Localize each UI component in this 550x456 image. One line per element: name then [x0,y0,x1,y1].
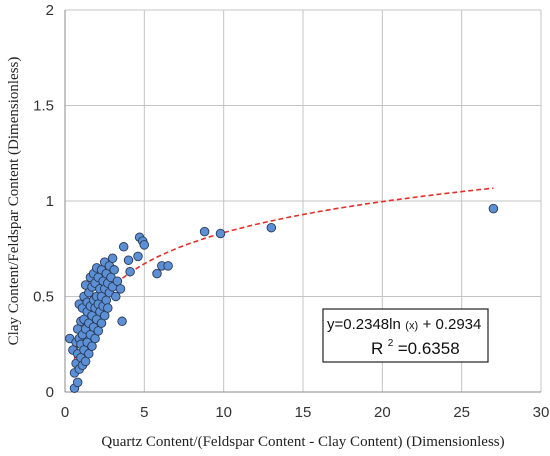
data-point [266,222,277,233]
r2-superscript: 2 [388,338,394,349]
trendline-equation-box: y=0.2348ln (x) + 0.2934 R 2 =0.6358 [322,308,489,363]
x-tick-label: 0 [61,404,69,421]
data-points [65,203,499,393]
data-point [111,291,121,302]
equation-part-2: (x) [405,320,418,332]
data-point [107,253,118,264]
x-tick-label: 5 [140,404,148,421]
equation-box-frame [322,308,489,363]
r2-value: =0.6358 [398,339,460,358]
data-point [118,242,129,252]
equation-part-3: + 0.2934 [423,316,482,333]
trendline-equation: y=0.2348ln (x) + 0.2934 [327,316,481,333]
y-tick-label: 1.5 [33,98,54,115]
y-tick-label: 2 [46,2,54,19]
x-tick-label: 20 [374,404,391,421]
tick-labels: 0 5 10 15 20 25 30 0 0.5 1 1.5 2 [33,2,549,421]
data-point [133,251,143,262]
data-point [139,240,150,250]
r-squared-value: R 2 =0.6358 [371,333,460,358]
data-point [103,303,113,313]
data-point [199,226,210,237]
data-point [163,261,173,271]
y-tick-label: 0.5 [33,289,54,306]
r2-symbol: R [371,339,383,358]
data-point [215,228,226,239]
x-tick-label: 25 [453,404,470,421]
trendline [73,187,494,360]
grid [65,9,542,392]
data-point [109,265,119,275]
trendline-group [73,187,494,360]
equation-part-1: y=0.2348ln [327,316,401,333]
x-tick-label: 30 [533,404,550,421]
data-point [123,255,134,265]
data-point [125,266,135,277]
axes [64,10,541,393]
data-point [152,268,162,279]
data-point [117,316,127,327]
y-tick-label: 1 [46,193,54,210]
x-tick-label: 15 [295,404,312,421]
data-point [488,203,499,214]
y-axis-title: Clay Content/Feldspar Content (Dimension… [6,57,22,346]
y-tick-label: 0 [46,384,54,401]
x-axis-title: Quartz Content/(Feldspar Content - Clay … [101,434,504,450]
data-point [115,284,126,294]
data-point [72,377,83,388]
x-tick-label: 10 [215,404,232,421]
